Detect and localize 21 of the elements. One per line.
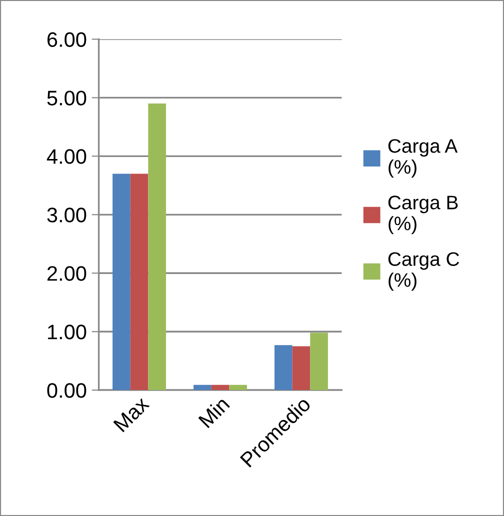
- bar: [130, 174, 148, 390]
- y-tick-label: 4.00: [46, 149, 86, 164]
- y-tick-label: 1.00: [48, 324, 86, 340]
- x-tick-label: Max: [113, 396, 150, 432]
- bar: [274, 345, 292, 390]
- x-tick-label: Min: [198, 396, 230, 428]
- y-tick-label: 0.00: [47, 383, 86, 398]
- y-tick-label: 3.00: [47, 208, 86, 222]
- bar: [229, 384, 247, 390]
- y-tick-label: 6.00: [47, 32, 86, 47]
- bar: [148, 104, 166, 390]
- y-tick-label: 5.00: [47, 90, 86, 106]
- bar: [112, 174, 130, 390]
- bar: [194, 384, 212, 390]
- legend-label: Carga C (%): [388, 252, 460, 291]
- bar: [310, 332, 328, 390]
- legend-label: Carga A (%): [388, 139, 458, 178]
- bar: [211, 384, 230, 390]
- y-tick-label: 2.00: [47, 266, 86, 281]
- bar: [292, 346, 310, 390]
- legend-label: Carga B (%): [388, 196, 458, 234]
